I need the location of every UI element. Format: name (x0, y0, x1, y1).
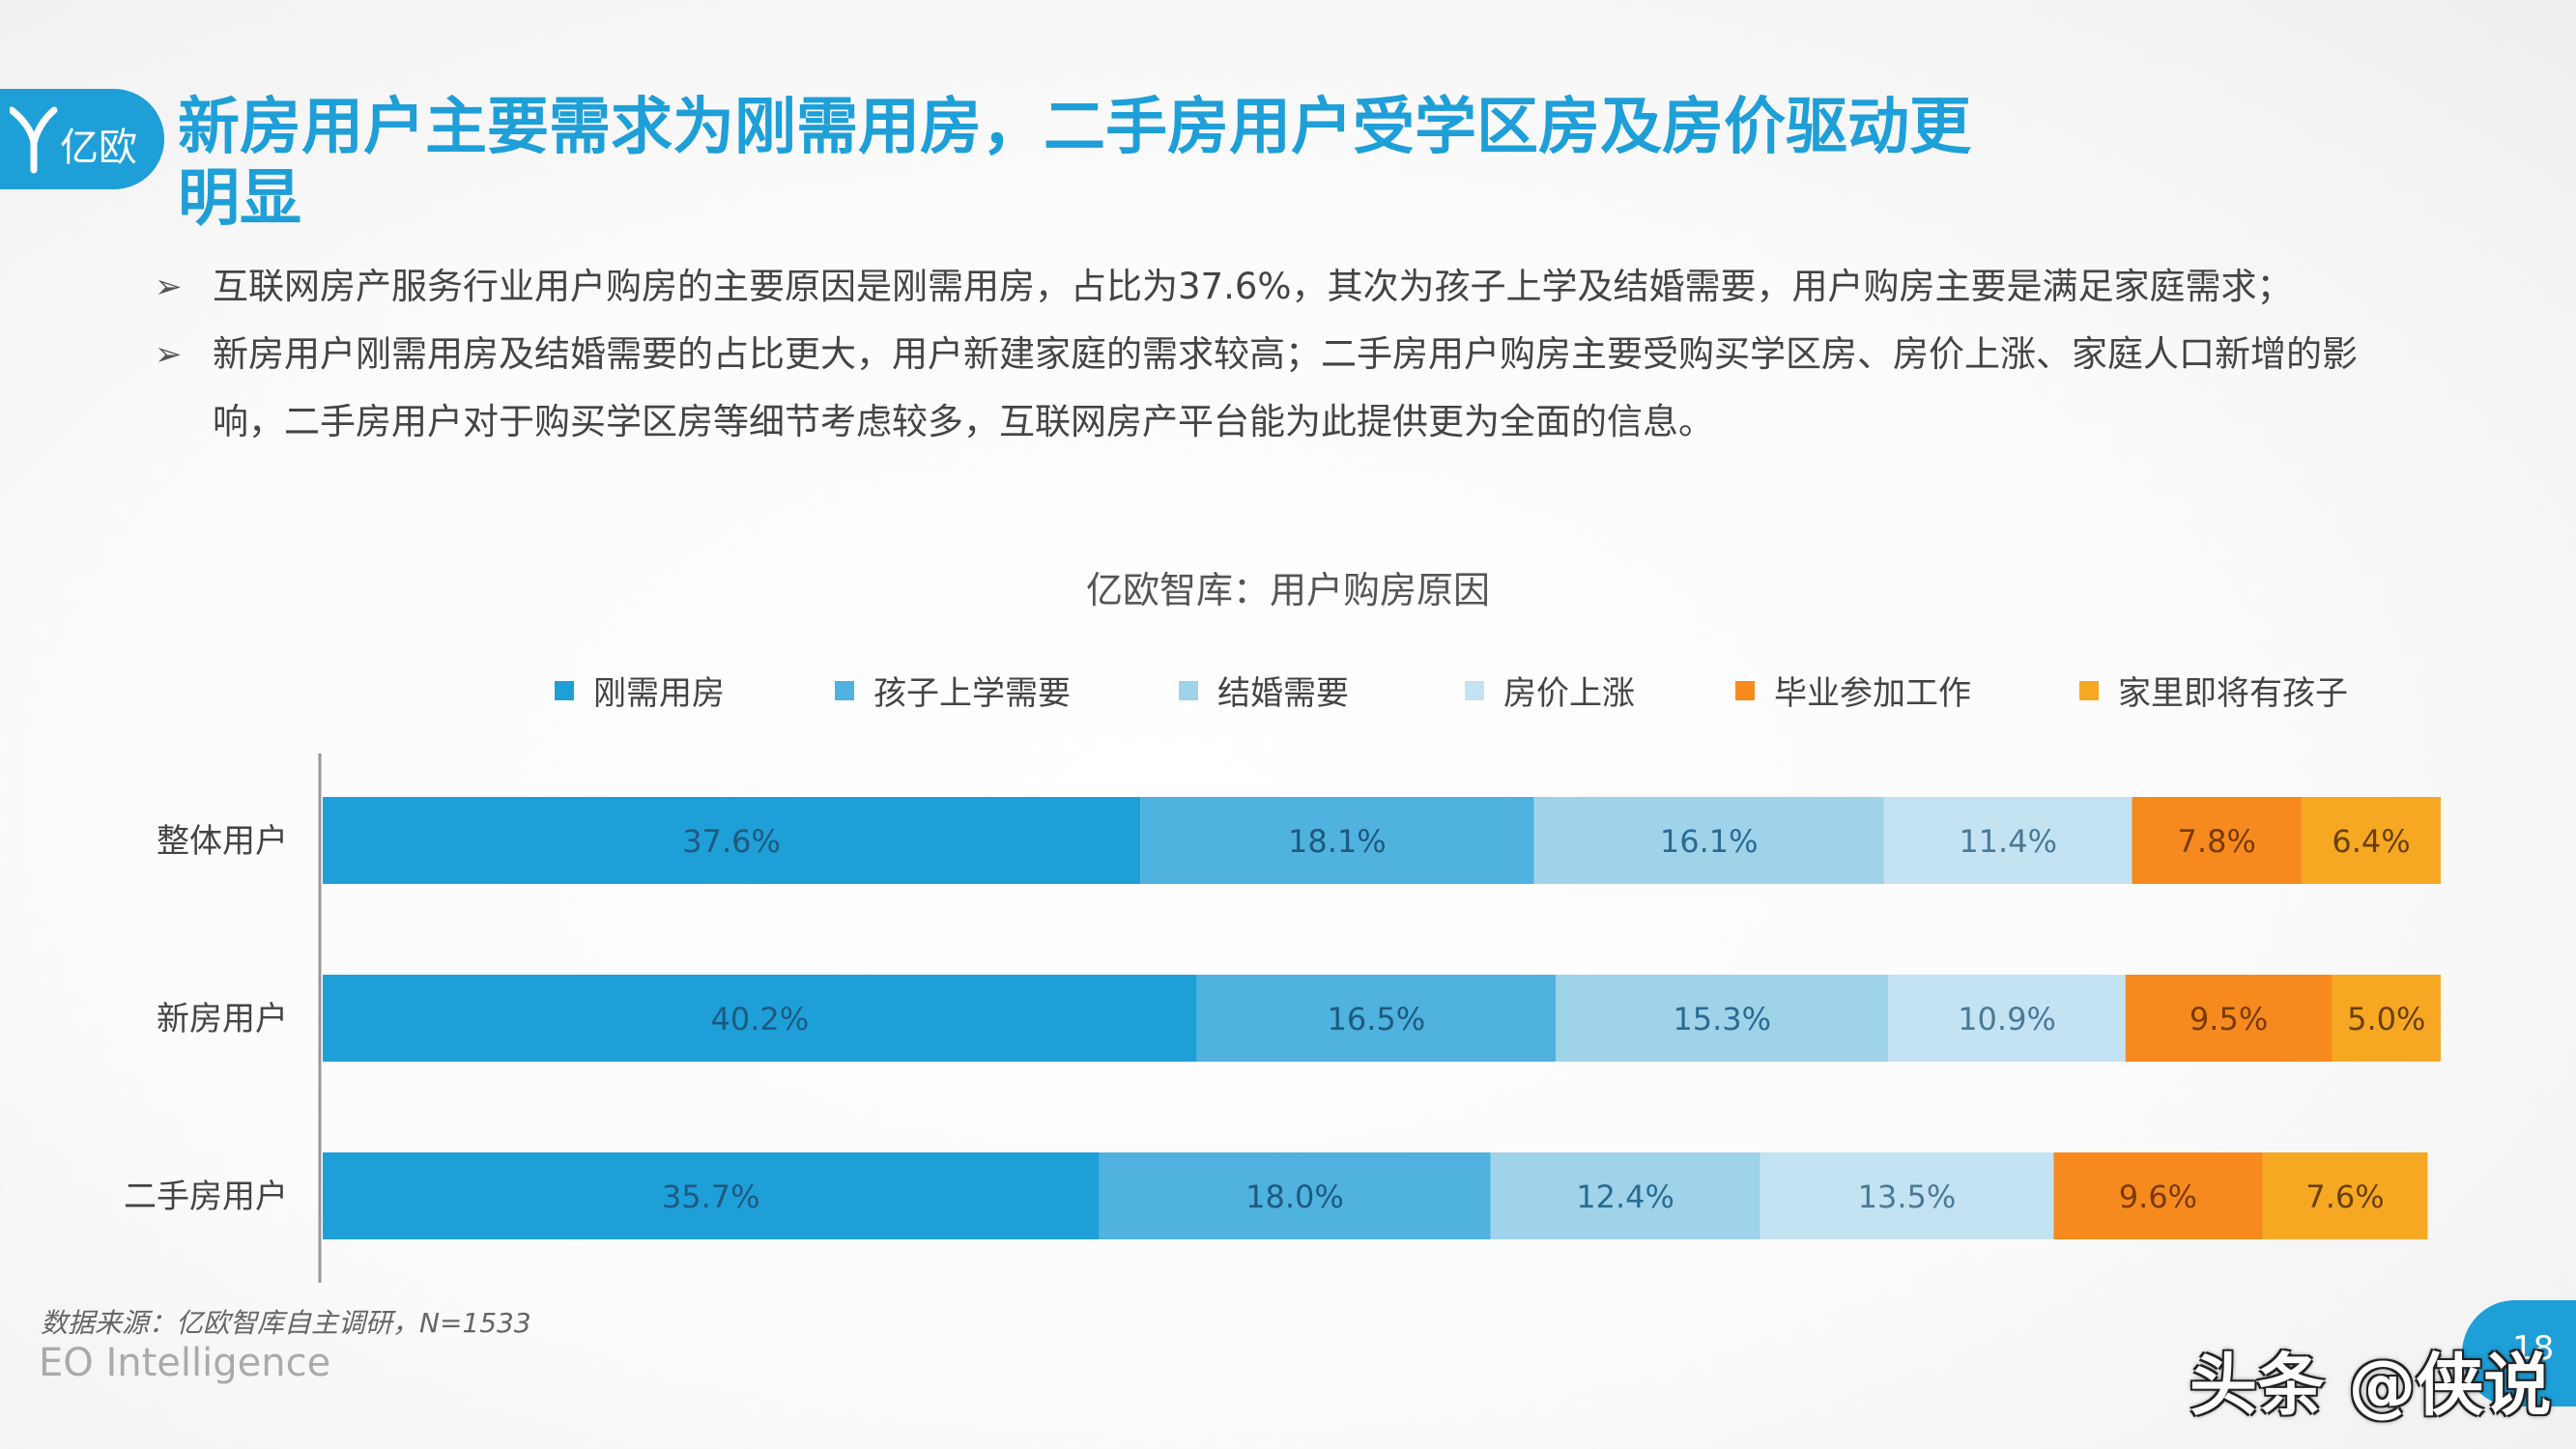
chart-title: 亿欧智库：用户购房原因 (1085, 569, 1490, 611)
legend-swatch (555, 680, 574, 700)
bar-segment (1888, 975, 2126, 1062)
legend-swatch (1179, 680, 1198, 700)
logo-text: 亿欧 (60, 126, 137, 170)
category-label: 二手房用户 (124, 1178, 288, 1216)
bar-segment (1760, 1152, 2054, 1239)
legend-item: 结婚需要 (1179, 667, 1349, 714)
data-label: 18.1% (1288, 823, 1387, 860)
bar-segment (2125, 975, 2333, 1062)
legend-swatch (1735, 680, 1755, 700)
data-label: 11.4% (1959, 823, 2057, 860)
arrow-bullet-icon: ➢ (155, 335, 183, 374)
data-label: 9.6% (2119, 1179, 2197, 1215)
legend-item: 毕业参加工作 (1735, 667, 1971, 714)
legend-label: 房价上涨 (1503, 674, 1635, 713)
legend-swatch (835, 680, 854, 700)
data-label: 6.4% (2332, 823, 2410, 860)
bar-segment (2053, 1152, 2263, 1239)
bar-segment (323, 975, 1197, 1062)
data-label: 9.5% (2190, 1001, 2268, 1037)
bar-segment (323, 797, 1141, 884)
data-label: 12.4% (1576, 1179, 1674, 1215)
legend-item: 房价上涨 (1465, 667, 1635, 714)
bar-segment (2301, 797, 2441, 884)
brand-logo: 亿欧 (0, 89, 164, 189)
bar-segment (2332, 975, 2441, 1062)
legend-item: 刚需用房 (555, 667, 725, 714)
legend-item: 家里即将有孩子 (2079, 667, 2348, 714)
arrow-bullet-icon: ➢ (155, 268, 183, 306)
bullet-list: ➢ 互联网房产服务行业用户购房的主要原因是刚需用房，占比为37.6%，其次为孩子… (155, 253, 2406, 456)
data-label: 15.3% (1673, 1001, 1771, 1037)
legend-label: 家里即将有孩子 (2118, 674, 2348, 713)
footer-brand: EO Intelligence (39, 1341, 331, 1385)
legend-label: 结婚需要 (1217, 674, 1349, 713)
data-label: 37.6% (682, 823, 781, 860)
bar-segment (2132, 797, 2302, 884)
data-label: 13.5% (1858, 1179, 1957, 1215)
legend-swatch (1465, 680, 1484, 700)
data-label: 7.8% (2178, 823, 2256, 860)
data-label: 35.7% (662, 1179, 760, 1215)
bar-segment (1490, 1152, 1760, 1239)
watermark: 头条 @侠说 (2190, 1346, 2552, 1425)
legend-label: 刚需用房 (593, 674, 725, 713)
data-label: 5.0% (2347, 1001, 2425, 1037)
page-number: 18 (2512, 1329, 2555, 1368)
bar-segment (1196, 975, 1557, 1062)
data-label: 40.2% (711, 1001, 810, 1037)
legend-label: 孩子上学需要 (873, 674, 1071, 713)
page-title: 新房用户主要需求为刚需用房，二手房用户受学区房及房价驱动更明显 (178, 92, 1971, 235)
logo-y-icon (10, 106, 58, 174)
data-label: 18.0% (1245, 1179, 1344, 1215)
data-label: 16.5% (1328, 1001, 1426, 1037)
category-label: 新房用户 (157, 1000, 288, 1038)
bar-segment (1883, 797, 2132, 884)
legend-label: 毕业参加工作 (1774, 674, 1971, 713)
bar-segment (1099, 1152, 1491, 1239)
category-label: 整体用户 (157, 822, 288, 861)
legend-swatch (2079, 680, 2099, 700)
bullet-text: 新房用户刚需用房及结婚需要的占比更大，用户新建家庭的需求较高；二手房用户购房主要… (213, 333, 2358, 442)
bar-segment (2262, 1152, 2428, 1239)
data-source-note: 数据来源：亿欧智库自主调研，N=1533 (41, 1307, 531, 1339)
bullet-text: 互联网房产服务行业用户购房的主要原因是刚需用房，占比为37.6%，其次为孩子上学… (213, 266, 2293, 307)
bar-segment (1140, 797, 1534, 884)
page-number-badge: 18 (2462, 1300, 2576, 1406)
data-label: 16.1% (1660, 823, 1759, 860)
bar-segment (323, 1152, 1100, 1239)
bullet-item: ➢ 新房用户刚需用房及结婚需要的占比更大，用户新建家庭的需求较高；二手房用户购房… (155, 321, 2406, 456)
data-label: 10.9% (1958, 1001, 2056, 1037)
bar-segment (1556, 975, 1889, 1062)
chart-legend: 刚需用房 孩子上学需要 结婚需要 房价上涨 毕业参加工作 家里即将有孩子 (0, 667, 2576, 715)
legend-item: 孩子上学需要 (835, 667, 1071, 714)
bar-segment (1533, 797, 1884, 884)
data-label: 7.6% (2305, 1179, 2384, 1215)
bullet-item: ➢ 互联网房产服务行业用户购房的主要原因是刚需用房，占比为37.6%，其次为孩子… (155, 253, 2406, 321)
